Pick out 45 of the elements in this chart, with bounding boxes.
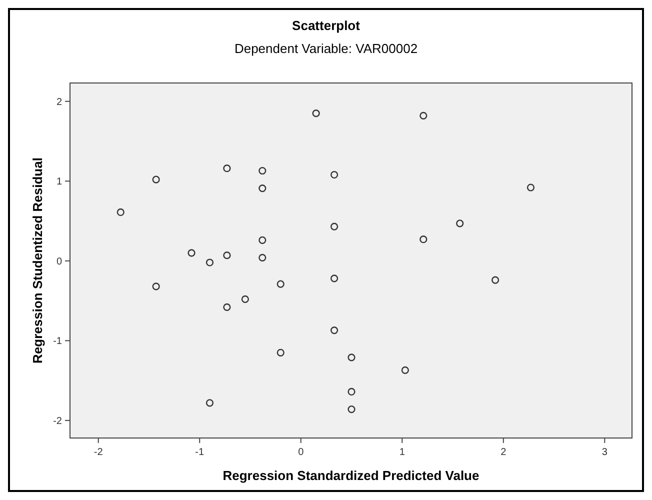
y-tick-label: 2 bbox=[56, 96, 62, 108]
point bbox=[330, 170, 338, 179]
point bbox=[330, 274, 338, 282]
point bbox=[312, 110, 320, 118]
point bbox=[241, 295, 249, 303]
x-tick-label: 0 bbox=[298, 447, 304, 458]
point bbox=[258, 166, 266, 175]
point bbox=[526, 184, 535, 192]
y-axis-title: Regression Studentized Residual bbox=[30, 158, 45, 364]
point bbox=[276, 280, 284, 288]
point bbox=[456, 220, 464, 228]
point bbox=[276, 348, 284, 356]
point bbox=[152, 282, 160, 290]
chart-title: Scatterplot bbox=[292, 18, 361, 33]
point bbox=[223, 252, 231, 260]
point bbox=[206, 258, 214, 266]
y-tick-label: 0 bbox=[56, 256, 62, 268]
x-axis-title: Regression Standardized Predicted Value bbox=[222, 468, 480, 483]
point bbox=[491, 276, 500, 284]
point bbox=[420, 112, 428, 120]
point bbox=[348, 405, 356, 414]
point bbox=[348, 388, 356, 396]
point bbox=[206, 399, 214, 407]
y-tick-label: 1 bbox=[56, 176, 62, 188]
x-tick-label: 3 bbox=[602, 447, 608, 458]
x-tick-label: 2 bbox=[500, 447, 507, 458]
chart-subtitle: Dependent Variable: VAR00002 bbox=[234, 41, 418, 56]
point bbox=[188, 249, 196, 257]
x-tick-label: -2 bbox=[94, 447, 104, 458]
y-tick-label: -2 bbox=[53, 416, 62, 427]
x-tick-label: 1 bbox=[399, 447, 406, 458]
point bbox=[258, 254, 266, 262]
y-tick-label: -1 bbox=[53, 336, 62, 348]
point bbox=[116, 208, 124, 216]
point bbox=[223, 164, 231, 172]
point bbox=[348, 354, 356, 362]
x-tick-label: -1 bbox=[195, 447, 204, 458]
point bbox=[152, 176, 160, 184]
point bbox=[223, 303, 231, 311]
point bbox=[330, 222, 338, 230]
point bbox=[401, 366, 409, 374]
point bbox=[330, 326, 338, 334]
point bbox=[258, 184, 266, 192]
point bbox=[420, 236, 428, 244]
point bbox=[258, 236, 266, 244]
